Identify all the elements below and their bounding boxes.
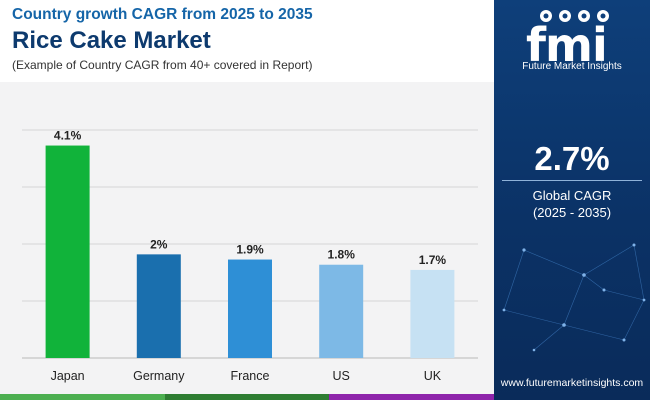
website-link[interactable]: www.futuremarketinsights.com xyxy=(500,377,644,389)
bar-us xyxy=(319,264,364,358)
bar-germany xyxy=(136,254,181,358)
strip-segment xyxy=(164,394,330,400)
data-label-japan: 4.1% xyxy=(54,129,82,143)
header: Country growth CAGR from 2025 to 2035 Ri… xyxy=(0,0,494,76)
bar-france xyxy=(228,259,272,358)
x-tick-label-japan: Japan xyxy=(51,369,85,383)
chart-title: Rice Cake Market xyxy=(12,27,211,54)
chart-note: (Example of Country CAGR from 40+ covere… xyxy=(12,58,313,72)
data-label-germany: 2% xyxy=(150,237,168,251)
side-panel: fmi Future Market Insights 2.7% Global C… xyxy=(494,0,650,400)
x-tick-label-germany: Germany xyxy=(133,369,185,383)
data-label-france: 1.9% xyxy=(236,243,264,257)
bar-chart: 4.1% Japan 2% Germany 1.9% France 1.8% US 1.7% UK xyxy=(22,129,478,383)
divider xyxy=(502,180,642,181)
network-decoration xyxy=(502,243,646,352)
logo-caption: Future Market Insights xyxy=(522,61,622,72)
x-tick-label-uk: UK xyxy=(424,369,442,383)
global-cagr-range: (2025 - 2035) xyxy=(532,205,612,220)
bar-uk xyxy=(410,269,455,358)
logo-wordmark: fmi xyxy=(526,18,608,72)
data-label-uk: 1.7% xyxy=(419,253,447,267)
global-cagr-value: 2.7% xyxy=(534,140,610,177)
fmi-logo: fmi Future Market Insights xyxy=(504,6,640,72)
data-label-us: 1.8% xyxy=(328,248,356,262)
chart-panel: 4.1% Japan 2% Germany 1.9% France 1.8% US 1.7% UK xyxy=(0,82,494,394)
global-cagr-label: Global CAGR xyxy=(532,188,612,203)
strip-segment xyxy=(0,394,165,400)
x-tick-label-us: US xyxy=(333,369,350,383)
bottom-color-strip xyxy=(0,394,495,400)
strip-segment xyxy=(329,394,495,400)
x-tick-label-france: France xyxy=(231,369,270,383)
logo-icons xyxy=(540,10,609,22)
chart-subtitle: Country growth CAGR from 2025 to 2035 xyxy=(12,6,313,23)
bar-japan xyxy=(45,145,90,358)
